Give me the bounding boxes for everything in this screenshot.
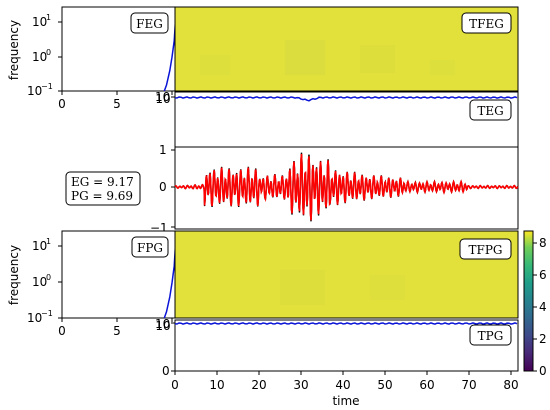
feg-yticks: 10 1 10 0 10 −1	[27, 13, 62, 98]
feg-xtick-10: 10	[155, 92, 170, 106]
time-xtick-40: 40	[335, 378, 350, 392]
colorbar-gradient	[523, 230, 534, 372]
tfeg-panel: TFEG	[174, 6, 519, 92]
fpg-ytick-exp-1: 1	[46, 237, 51, 246]
tfeg-label-box: TFEG	[461, 12, 512, 34]
freq-label-bottom: frequency	[7, 245, 21, 305]
tpg-ytick-0: 0	[162, 364, 170, 378]
cbar-tick-2: 2	[539, 332, 547, 346]
fpg-ytick-exp-2: 0	[46, 273, 51, 282]
tpg-panel: 10 0 TPG 0 10 20 30 40 50 60 70 80 time	[155, 317, 519, 408]
fpg-yticks: 10 1 10 0 10 −1	[27, 237, 62, 325]
feg-ytick-exp-2: 0	[46, 48, 51, 57]
time-label: time	[332, 394, 359, 408]
eg-value: EG = 9.17	[71, 175, 134, 189]
freq-label-top: frequency	[7, 20, 21, 80]
time-xtick-80: 80	[503, 378, 518, 392]
eg-pg-box: EG = 9.17 PG = 9.69	[65, 171, 141, 206]
fpg-label-box: FPG	[131, 236, 169, 258]
pg-value: PG = 9.69	[71, 189, 133, 203]
feg-panel: 10 1 10 0 10 −1 0 5 10 frequency FEG	[7, 6, 178, 111]
cbar-tick-4: 4	[539, 300, 547, 314]
feg-ytick-base-2: 10	[32, 50, 47, 64]
fpg-xtick-10: 10	[155, 319, 170, 333]
feg-ytick-base-1: 10	[32, 15, 47, 29]
colorbar: 8 6 4 2 0	[523, 230, 547, 378]
feg-label-box: FEG	[130, 12, 169, 34]
sig-ytick-0: 0	[159, 180, 167, 194]
tfpg-texture	[280, 270, 405, 305]
tpg-line	[174, 322, 518, 325]
time-xtick-60: 60	[419, 378, 434, 392]
fpg-ytick-base-1: 10	[32, 239, 47, 253]
fpg-xticks: 0 5 10	[58, 318, 173, 338]
tfeg-heatmap	[174, 6, 519, 92]
tpg-ytick-10: 10	[155, 317, 170, 331]
feg-xticks: 0 5 10	[58, 91, 173, 111]
signal-red	[174, 153, 519, 221]
feg-ytick-base-3: 10	[27, 84, 42, 98]
feg-ytick-exp-1: 1	[46, 13, 51, 22]
teg-ytick-10: 10	[155, 90, 170, 104]
teg-label: TEG	[477, 104, 503, 118]
feg-label: FEG	[136, 17, 163, 31]
tpg-label: TPG	[478, 329, 504, 343]
fpg-ytick-base-3: 10	[27, 311, 42, 325]
tpg-label-box: TPG	[469, 324, 512, 346]
time-xtick-30: 30	[293, 378, 308, 392]
tfpg-label-box: TFPG	[459, 238, 512, 260]
teg-panel: 10 TEG	[155, 90, 519, 148]
cbar-tick-0: 0	[539, 364, 547, 378]
cbar-tick-8: 8	[539, 236, 547, 250]
tfeg-texture	[200, 40, 455, 75]
teg-label-box: TEG	[469, 99, 512, 121]
fpg-label: FPG	[137, 241, 163, 255]
fpg-panel: 10 1 10 0 10 −1 0 5 10 frequency FPG	[7, 230, 178, 338]
feg-ytick-exp-3: −1	[41, 82, 53, 91]
time-xticks: 0 10 20 30 40 50 60 70 80	[171, 371, 519, 392]
sig-ytick-1: 1	[159, 143, 167, 157]
fpg-ytick-exp-3: −1	[41, 309, 53, 318]
teg-line	[174, 96, 518, 102]
time-xtick-50: 50	[377, 378, 392, 392]
fpg-xtick-0: 0	[58, 324, 66, 338]
time-xtick-10: 10	[209, 378, 224, 392]
time-xtick-0: 0	[171, 378, 179, 392]
time-xtick-70: 70	[461, 378, 476, 392]
tfpg-panel: TFPG	[174, 230, 519, 319]
cbar-tick-6: 6	[539, 268, 547, 282]
fpg-ytick-base-2: 10	[32, 275, 47, 289]
fpg-xtick-5: 5	[113, 324, 121, 338]
signal-panel: 1 0 −1 EG = 9.17 PG = 9.69	[65, 143, 519, 235]
tfpg-label: TFPG	[469, 243, 503, 257]
tfeg-label: TFEG	[469, 17, 504, 31]
time-xtick-20: 20	[251, 378, 266, 392]
feg-xtick-0: 0	[58, 97, 66, 111]
feg-xtick-5: 5	[113, 97, 121, 111]
